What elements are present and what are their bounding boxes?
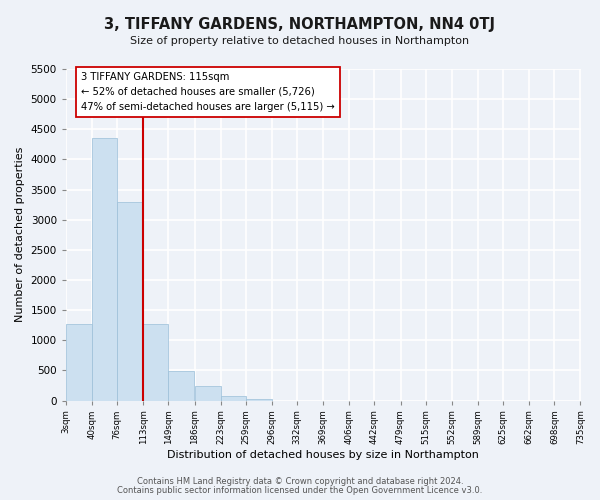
Bar [92, 138, 117, 400]
Bar [194, 386, 221, 400]
Bar [143, 324, 169, 400]
Bar [246, 398, 272, 400]
Text: 3 TIFFANY GARDENS: 115sqm
← 52% of detached houses are smaller (5,726)
47% of se: 3 TIFFANY GARDENS: 115sqm ← 52% of detac… [82, 72, 335, 112]
Bar [221, 396, 246, 400]
Bar [66, 324, 92, 400]
Bar [169, 371, 194, 400]
X-axis label: Distribution of detached houses by size in Northampton: Distribution of detached houses by size … [167, 450, 479, 460]
Y-axis label: Number of detached properties: Number of detached properties [15, 147, 25, 322]
Bar [117, 202, 143, 400]
Text: Contains HM Land Registry data © Crown copyright and database right 2024.: Contains HM Land Registry data © Crown c… [137, 477, 463, 486]
Text: 3, TIFFANY GARDENS, NORTHAMPTON, NN4 0TJ: 3, TIFFANY GARDENS, NORTHAMPTON, NN4 0TJ [104, 18, 496, 32]
Text: Contains public sector information licensed under the Open Government Licence v3: Contains public sector information licen… [118, 486, 482, 495]
Text: Size of property relative to detached houses in Northampton: Size of property relative to detached ho… [130, 36, 470, 46]
